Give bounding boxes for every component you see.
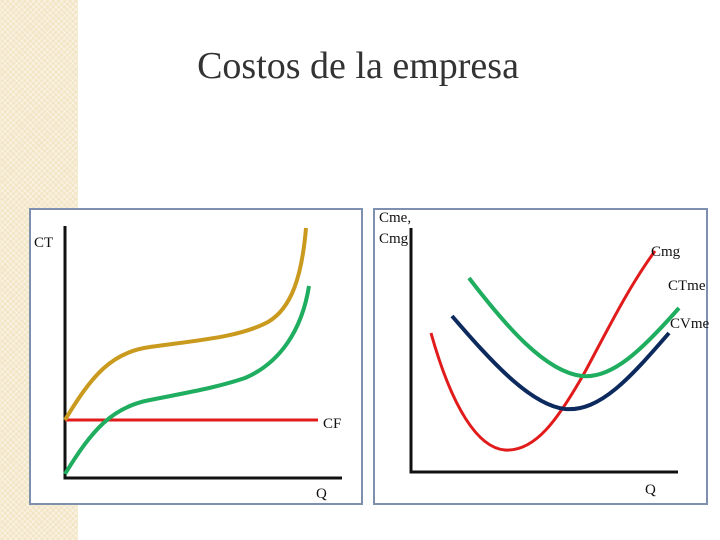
marginal-cost-label: Cmg [651, 244, 681, 260]
marginal-cost-curve [429, 250, 657, 452]
total-cost-curve [63, 227, 308, 422]
fixed-cost-label: CF [323, 416, 342, 432]
right-axes [409, 228, 678, 474]
left-quantity-label: Q [316, 486, 327, 502]
total-cost-axis-label: CT [34, 235, 54, 251]
right-quantity-label: Q [645, 482, 656, 498]
average-variable-cost-curve [450, 314, 671, 412]
cost-axis-label-line2: Cmg [379, 231, 409, 247]
slide-title: Costos de la empresa [197, 45, 519, 87]
variable-cost-curve [63, 285, 311, 476]
average-total-cost-label: CTme [668, 278, 706, 294]
average-total-cost-curve [467, 276, 681, 379]
left-axes [63, 226, 342, 480]
cost-axis-label-line1: Cme, [379, 210, 412, 226]
average-variable-cost-label: CVme [670, 316, 710, 332]
left-diagram-frame [29, 208, 363, 505]
